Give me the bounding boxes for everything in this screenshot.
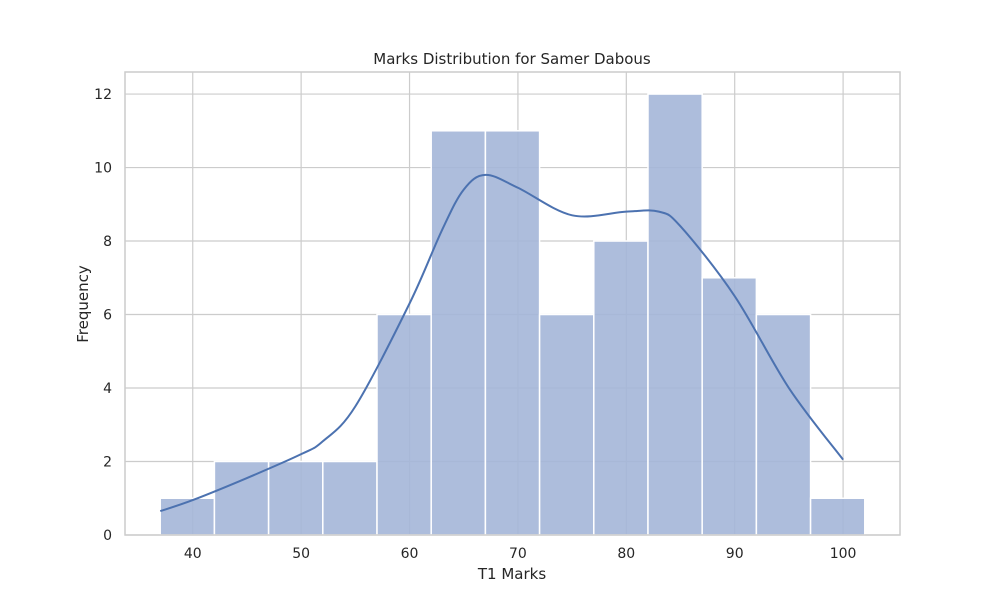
- y-tick-label: 0: [103, 528, 112, 544]
- x-tick-labels: 40 50 60 70 80 90 100: [184, 546, 857, 562]
- y-tick-label: 12: [94, 87, 112, 103]
- histogram-bars: [159, 93, 866, 536]
- histogram-bar: [484, 130, 541, 536]
- x-axis-label: T1 Marks: [477, 565, 546, 583]
- plot-frame: [124, 71, 901, 536]
- y-axis-label: Frequency: [74, 265, 92, 343]
- y-tick-label: 6: [103, 308, 112, 324]
- kde-curve: [159, 173, 844, 513]
- histogram-bar: [538, 313, 595, 536]
- y-tick-label: 8: [103, 234, 112, 250]
- x-tick-label: 50: [292, 546, 310, 562]
- y-tick-label: 4: [103, 381, 112, 397]
- y-tick-label: 10: [94, 161, 112, 177]
- x-tick-label: 60: [401, 546, 419, 562]
- x-tick-label: 40: [184, 546, 202, 562]
- chart-title: Marks Distribution for Samer Dabous: [373, 50, 651, 68]
- x-tick-label: 80: [617, 546, 635, 562]
- histogram-bar: [159, 497, 216, 536]
- x-tick-label: 70: [509, 546, 527, 562]
- histogram-bar: [701, 277, 758, 536]
- histogram-bar: [593, 240, 649, 536]
- histogram-bar: [809, 497, 866, 536]
- histogram-bar: [647, 93, 703, 536]
- x-tick-label: 100: [830, 546, 857, 562]
- histogram-bar: [430, 130, 487, 536]
- y-tick-labels: 0 2 4 6 8 10 12: [94, 87, 112, 544]
- histogram-bar: [322, 460, 378, 536]
- y-tick-label: 2: [103, 455, 112, 471]
- x-tick-label: 90: [726, 546, 744, 562]
- histogram-bar: [755, 313, 812, 536]
- histogram-bar: [267, 460, 324, 536]
- histogram-bar: [376, 313, 432, 536]
